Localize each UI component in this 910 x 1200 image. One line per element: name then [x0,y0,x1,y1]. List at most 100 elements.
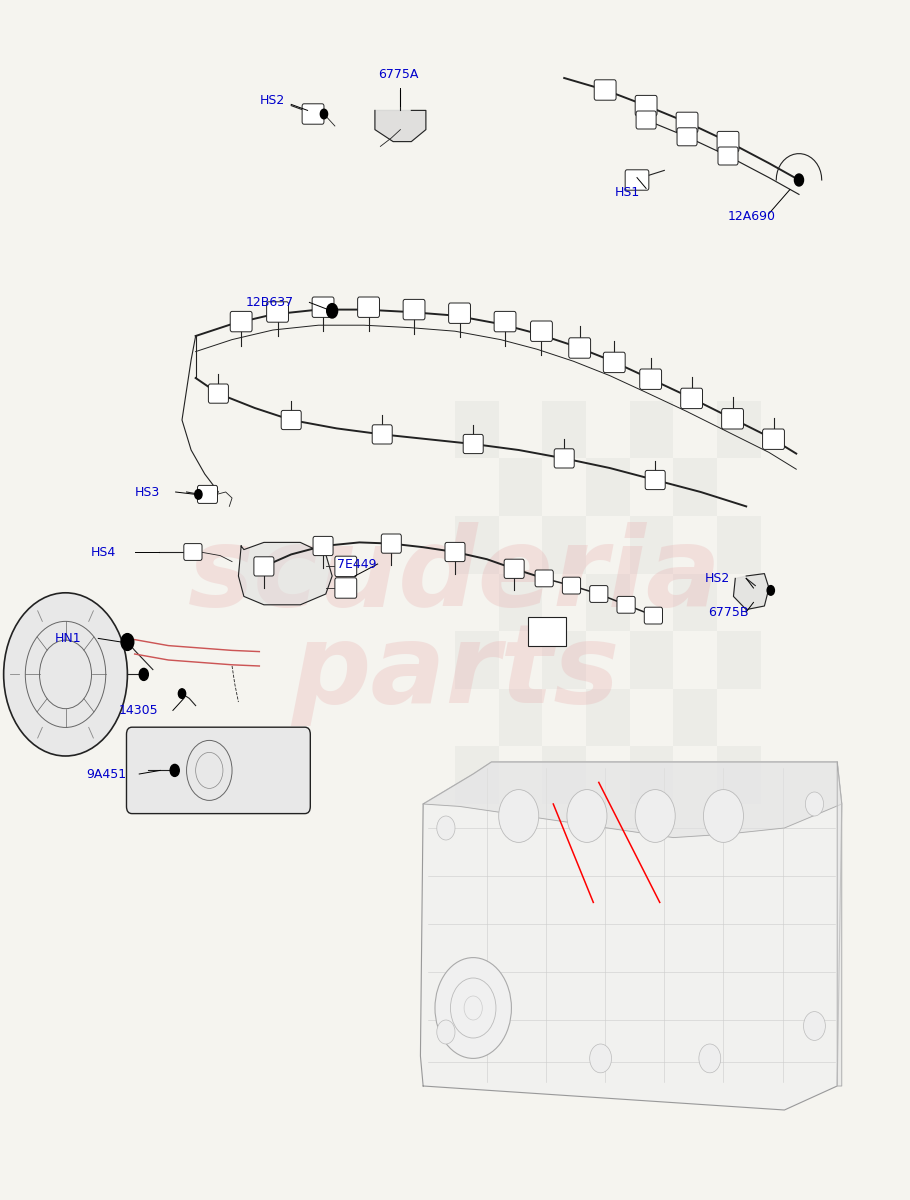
Bar [717,746,761,804]
FancyBboxPatch shape [372,425,392,444]
Bar [528,617,566,646]
FancyBboxPatch shape [254,557,274,576]
FancyBboxPatch shape [763,428,784,449]
FancyBboxPatch shape [718,146,738,164]
Text: 9A451: 9A451 [86,768,126,780]
Bar [630,516,673,574]
Bar [542,516,586,574]
Text: 7E449: 7E449 [337,558,376,570]
FancyBboxPatch shape [640,368,662,389]
FancyBboxPatch shape [463,434,483,454]
Bar [542,631,586,689]
FancyBboxPatch shape [717,131,739,151]
FancyBboxPatch shape [625,169,649,190]
FancyBboxPatch shape [603,352,625,372]
Text: parts: parts [291,618,619,726]
FancyBboxPatch shape [197,485,217,504]
FancyBboxPatch shape [645,470,665,490]
Bar [499,458,542,516]
FancyBboxPatch shape [531,320,552,341]
FancyBboxPatch shape [230,311,252,331]
Text: HS3: HS3 [135,486,160,498]
Circle shape [635,790,675,842]
Circle shape [327,304,338,318]
Text: HS4: HS4 [91,546,116,558]
Polygon shape [423,762,842,838]
FancyBboxPatch shape [126,727,310,814]
FancyBboxPatch shape [722,408,743,428]
Circle shape [703,790,743,842]
FancyBboxPatch shape [313,536,333,556]
Text: 14305: 14305 [118,704,158,716]
FancyBboxPatch shape [302,103,324,124]
Bar [586,689,630,746]
Circle shape [794,174,804,186]
FancyBboxPatch shape [358,296,379,317]
FancyBboxPatch shape [403,299,425,319]
Bar [673,458,717,516]
FancyBboxPatch shape [617,596,635,613]
Text: 6775A: 6775A [378,68,418,80]
FancyBboxPatch shape [676,112,698,132]
FancyBboxPatch shape [644,607,662,624]
FancyBboxPatch shape [569,337,591,358]
Circle shape [178,689,186,698]
Text: scuderia: scuderia [188,522,722,630]
Bar [586,574,630,631]
Circle shape [139,668,148,680]
Bar [673,689,717,746]
FancyBboxPatch shape [504,559,524,578]
Text: HS2: HS2 [705,572,731,584]
Circle shape [121,634,134,650]
FancyBboxPatch shape [267,301,288,322]
Circle shape [499,790,539,842]
Bar [717,631,761,689]
Text: 12B637: 12B637 [246,296,294,308]
Text: 6775B: 6775B [708,606,749,618]
Polygon shape [733,574,769,610]
Text: HN1: HN1 [55,632,81,644]
Circle shape [590,1044,612,1073]
Text: 12A690: 12A690 [728,210,776,222]
Bar [630,401,673,458]
FancyBboxPatch shape [449,302,470,323]
Text: HS1: HS1 [614,186,640,198]
Bar [717,516,761,574]
FancyBboxPatch shape [590,586,608,602]
Circle shape [195,490,202,499]
Bar [499,689,542,746]
Polygon shape [420,762,842,1110]
FancyBboxPatch shape [535,570,553,587]
Bar [630,631,673,689]
FancyBboxPatch shape [681,388,703,408]
Circle shape [437,1020,455,1044]
Circle shape [767,586,774,595]
Circle shape [567,790,607,842]
Circle shape [4,593,127,756]
Circle shape [804,1012,825,1040]
Bar [673,574,717,631]
Circle shape [170,764,179,776]
FancyBboxPatch shape [335,556,357,576]
Bar [630,746,673,804]
Bar [455,746,499,804]
Bar [455,631,499,689]
Bar [542,401,586,458]
Polygon shape [837,762,842,1086]
FancyBboxPatch shape [381,534,401,553]
FancyBboxPatch shape [312,296,334,317]
Circle shape [320,109,328,119]
Bar [455,516,499,574]
FancyBboxPatch shape [594,79,616,100]
FancyBboxPatch shape [208,384,228,403]
Bar [586,458,630,516]
FancyBboxPatch shape [636,110,656,128]
Bar [717,401,761,458]
FancyBboxPatch shape [635,95,657,115]
FancyBboxPatch shape [184,544,202,560]
Circle shape [437,816,455,840]
FancyBboxPatch shape [281,410,301,430]
Circle shape [699,1044,721,1073]
Bar [499,574,542,631]
FancyBboxPatch shape [562,577,581,594]
